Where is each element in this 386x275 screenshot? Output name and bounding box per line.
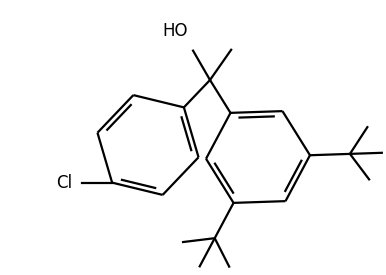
Text: Cl: Cl	[56, 174, 72, 192]
Text: HO: HO	[162, 22, 188, 40]
